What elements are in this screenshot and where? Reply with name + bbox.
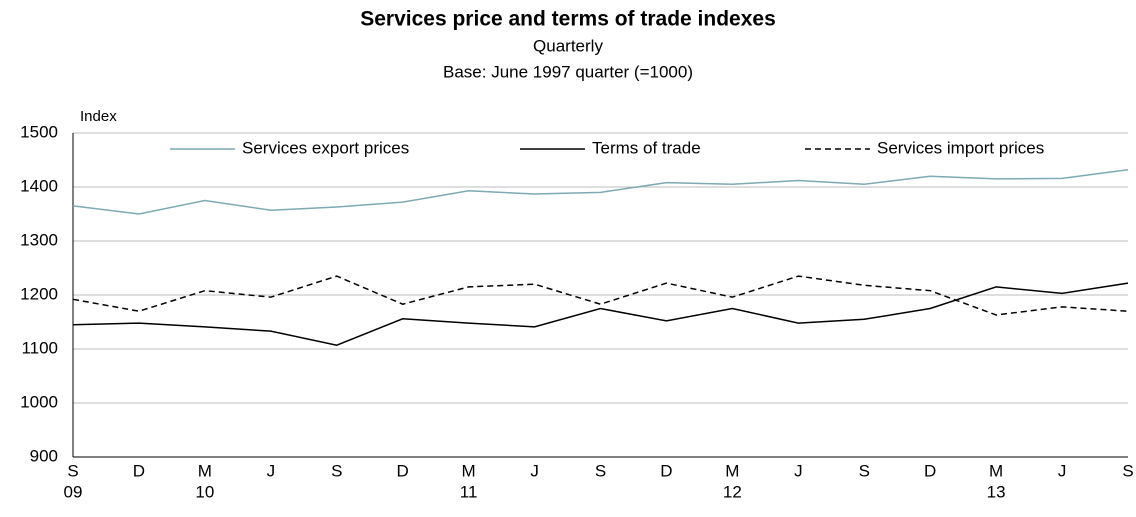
x-year-label: 10 — [195, 482, 214, 501]
x-tick-label: J — [794, 461, 803, 480]
x-tick-label: M — [725, 461, 739, 480]
series-line — [72, 168, 1129, 215]
y-tick-label: 1100 — [21, 338, 58, 357]
x-tick-label: M — [462, 461, 476, 480]
x-tick-label: M — [989, 461, 1003, 480]
chart-title: Services price and terms of trade indexe… — [360, 8, 776, 31]
series-line — [72, 275, 1129, 316]
y-axis-label: Index — [80, 108, 117, 125]
series-line — [72, 282, 1129, 347]
y-tick-label: 1500 — [20, 122, 58, 141]
x-year-label: 13 — [987, 482, 1006, 501]
x-tick-label: D — [397, 461, 409, 480]
x-tick-label: J — [1058, 461, 1067, 480]
x-tick-label: S — [595, 461, 606, 480]
x-tick-label: J — [530, 461, 539, 480]
x-tick-label: S — [859, 461, 870, 480]
x-tick-label: S — [67, 461, 78, 480]
x-tick-label: D — [133, 461, 145, 480]
legend-label: Terms of trade — [592, 138, 701, 157]
x-tick-label: S — [331, 461, 342, 480]
x-year-label: 12 — [723, 482, 742, 501]
y-tick-label: 1300 — [20, 230, 58, 249]
x-tick-label: M — [198, 461, 212, 480]
y-tick-label: 1000 — [20, 392, 58, 411]
y-tick-label: 900 — [30, 446, 58, 465]
x-tick-label: S — [1122, 461, 1133, 480]
x-tick-label: D — [924, 461, 936, 480]
y-tick-label: 1400 — [20, 176, 58, 195]
x-tick-label: J — [267, 461, 276, 480]
x-tick-label: D — [660, 461, 672, 480]
chart-subtitle: Base: June 1997 quarter (=1000) — [443, 62, 693, 81]
legend-label: Services export prices — [242, 138, 409, 157]
x-year-label: 09 — [64, 482, 83, 501]
y-tick-label: 1200 — [20, 284, 58, 303]
x-year-label: 11 — [460, 482, 478, 501]
legend-label: Services import prices — [877, 138, 1044, 157]
chart-subtitle: Quarterly — [533, 36, 603, 55]
